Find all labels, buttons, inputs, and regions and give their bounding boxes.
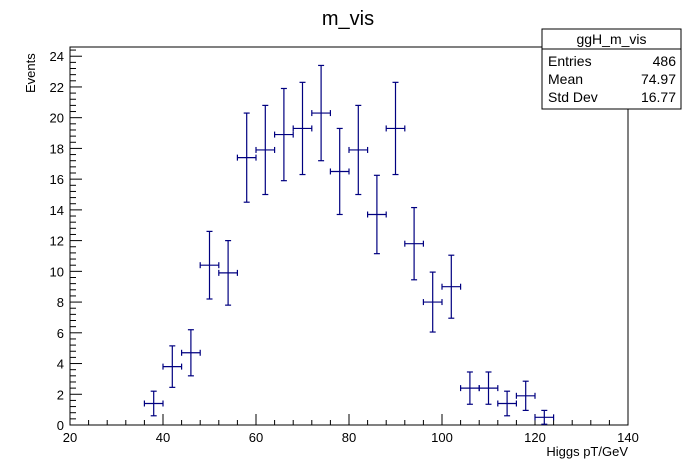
x-tick-label: 20 <box>63 430 77 445</box>
data-point <box>162 345 183 388</box>
y-tick-label: 4 <box>57 357 64 372</box>
data-point <box>311 64 331 162</box>
data-point <box>292 81 313 176</box>
stats-mean-value: 74.97 <box>641 71 676 87</box>
data-point <box>348 104 369 196</box>
y-tick-label: 24 <box>50 49 64 64</box>
chart-title: m_vis <box>322 8 374 30</box>
data-point <box>218 240 238 306</box>
data-point <box>255 104 276 196</box>
data-point <box>181 329 201 377</box>
stats-box-name: ggH_m_vis <box>576 31 646 47</box>
data-point <box>515 380 536 412</box>
data-point <box>460 371 480 405</box>
x-axis-title: Higgs pT/GeV <box>546 444 628 459</box>
y-tick-label: 2 <box>57 387 64 402</box>
data-point <box>404 206 424 281</box>
stats-stddev-value: 16.77 <box>641 89 676 105</box>
data-point <box>441 254 462 319</box>
y-tick-label: 16 <box>50 172 64 187</box>
stats-entries-value: 486 <box>653 53 677 69</box>
y-tick-label: 20 <box>50 111 64 126</box>
x-tick-label: 100 <box>431 430 453 445</box>
x-tick-label: 60 <box>249 430 263 445</box>
y-tick-label: 12 <box>50 234 64 249</box>
data-point <box>274 87 294 182</box>
x-tick-label: 80 <box>342 430 356 445</box>
data-point <box>199 230 220 300</box>
data-point <box>329 127 350 216</box>
data-point <box>422 271 443 333</box>
stats-box-frame <box>541 28 682 110</box>
data-point <box>367 174 387 255</box>
y-tick-label: 10 <box>50 264 64 279</box>
y-axis-title: Events <box>23 53 38 93</box>
x-tick-label: 120 <box>524 430 546 445</box>
data-point <box>143 390 164 417</box>
x-axis: 20 40 60 80 100 120 140 <box>63 414 639 445</box>
data-point <box>534 409 555 425</box>
x-tick-label: 40 <box>156 430 170 445</box>
y-tick-label: 22 <box>50 80 64 95</box>
x-tick-label: 140 <box>617 430 639 445</box>
data-point <box>478 371 499 405</box>
data-points <box>143 64 555 425</box>
data-point <box>236 112 257 203</box>
y-tick-label: 18 <box>50 141 64 156</box>
stats-mean-label: Mean <box>548 71 583 87</box>
y-tick-label: 6 <box>57 326 64 341</box>
stats-entries-label: Entries <box>548 53 592 69</box>
y-tick-label: 0 <box>57 418 64 433</box>
stats-stddev-label: Std Dev <box>548 89 598 105</box>
data-point <box>497 390 518 417</box>
data-point <box>385 81 406 176</box>
stats-box: ggH_m_vis Entries 486 Mean 74.97 Std Dev… <box>541 28 682 110</box>
y-tick-label: 8 <box>57 295 64 310</box>
y-tick-label: 14 <box>50 203 64 218</box>
